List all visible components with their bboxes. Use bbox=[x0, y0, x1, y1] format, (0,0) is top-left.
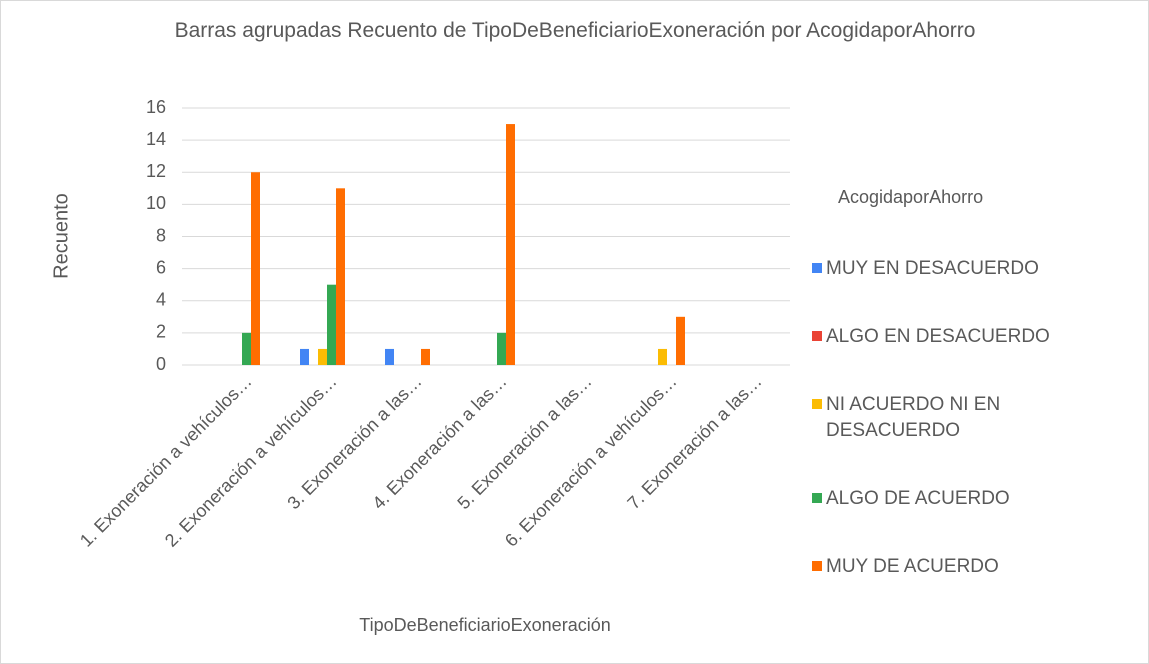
legend: AcogidaporAhorro MUY EN DESACUERDO ALGO E… bbox=[810, 180, 1110, 580]
legend-entry: ALGO DE ACUERDO bbox=[810, 486, 1076, 512]
y-tick-label: 16 bbox=[146, 97, 166, 117]
x-tick-label: 2. Exoneración a vehículos… bbox=[161, 371, 341, 551]
bar bbox=[318, 348, 327, 365]
legend-label: MUY DE ACUERDO bbox=[826, 556, 999, 577]
y-tick-label: 12 bbox=[146, 161, 166, 181]
y-tick-label: 14 bbox=[146, 129, 166, 149]
legend-swatch bbox=[812, 263, 822, 273]
legend-entry: MUY DE ACUERDO bbox=[810, 554, 1076, 580]
legend-label: ALGO EN DESACUERDO bbox=[826, 326, 1050, 347]
legend-entry: ALGO EN DESACUERDO bbox=[810, 324, 1076, 350]
chart-title: Barras agrupadas Recuento de TipoDeBenef… bbox=[174, 19, 976, 42]
y-tick-label: 6 bbox=[156, 257, 166, 277]
legend-title: AcogidaporAhorro bbox=[838, 187, 984, 207]
legend-label: ALGO DE ACUERDO bbox=[826, 488, 1010, 509]
y-tick-label: 4 bbox=[156, 290, 166, 310]
bar bbox=[676, 316, 685, 365]
bar bbox=[385, 348, 394, 365]
legend-label: MUY EN DESACUERDO bbox=[826, 258, 1039, 279]
bar bbox=[658, 348, 667, 365]
legend-swatch bbox=[812, 561, 822, 571]
x-axis-title: TipoDeBeneficiarioExoneración bbox=[359, 615, 610, 635]
bar bbox=[506, 124, 515, 365]
y-axis-title: Recuento bbox=[50, 193, 72, 279]
bar bbox=[497, 332, 506, 365]
bar bbox=[327, 284, 336, 365]
bar bbox=[251, 172, 260, 365]
y-tick-label: 2 bbox=[156, 322, 166, 342]
bar bbox=[336, 188, 345, 365]
y-tick-label: 10 bbox=[146, 193, 166, 213]
bar bbox=[242, 332, 251, 365]
legend-label: NI ACUERDO NI EN DESACUERDO bbox=[826, 394, 1001, 441]
legend-entry: MUY EN DESACUERDO bbox=[810, 256, 1076, 282]
legend-swatch bbox=[812, 493, 822, 503]
x-tick-label: 1. Exoneración a vehículos… bbox=[76, 371, 256, 551]
bar bbox=[300, 348, 309, 365]
x-tick-label: 6. Exoneración a vehículos… bbox=[501, 371, 681, 551]
bar bbox=[421, 348, 430, 365]
legend-swatch bbox=[812, 331, 822, 341]
legend-swatch bbox=[812, 399, 822, 409]
legend-entry: NI ACUERDO NI EN DESACUERDO bbox=[810, 392, 1076, 444]
y-tick-label: 0 bbox=[156, 354, 166, 374]
y-tick-label: 8 bbox=[156, 225, 166, 245]
